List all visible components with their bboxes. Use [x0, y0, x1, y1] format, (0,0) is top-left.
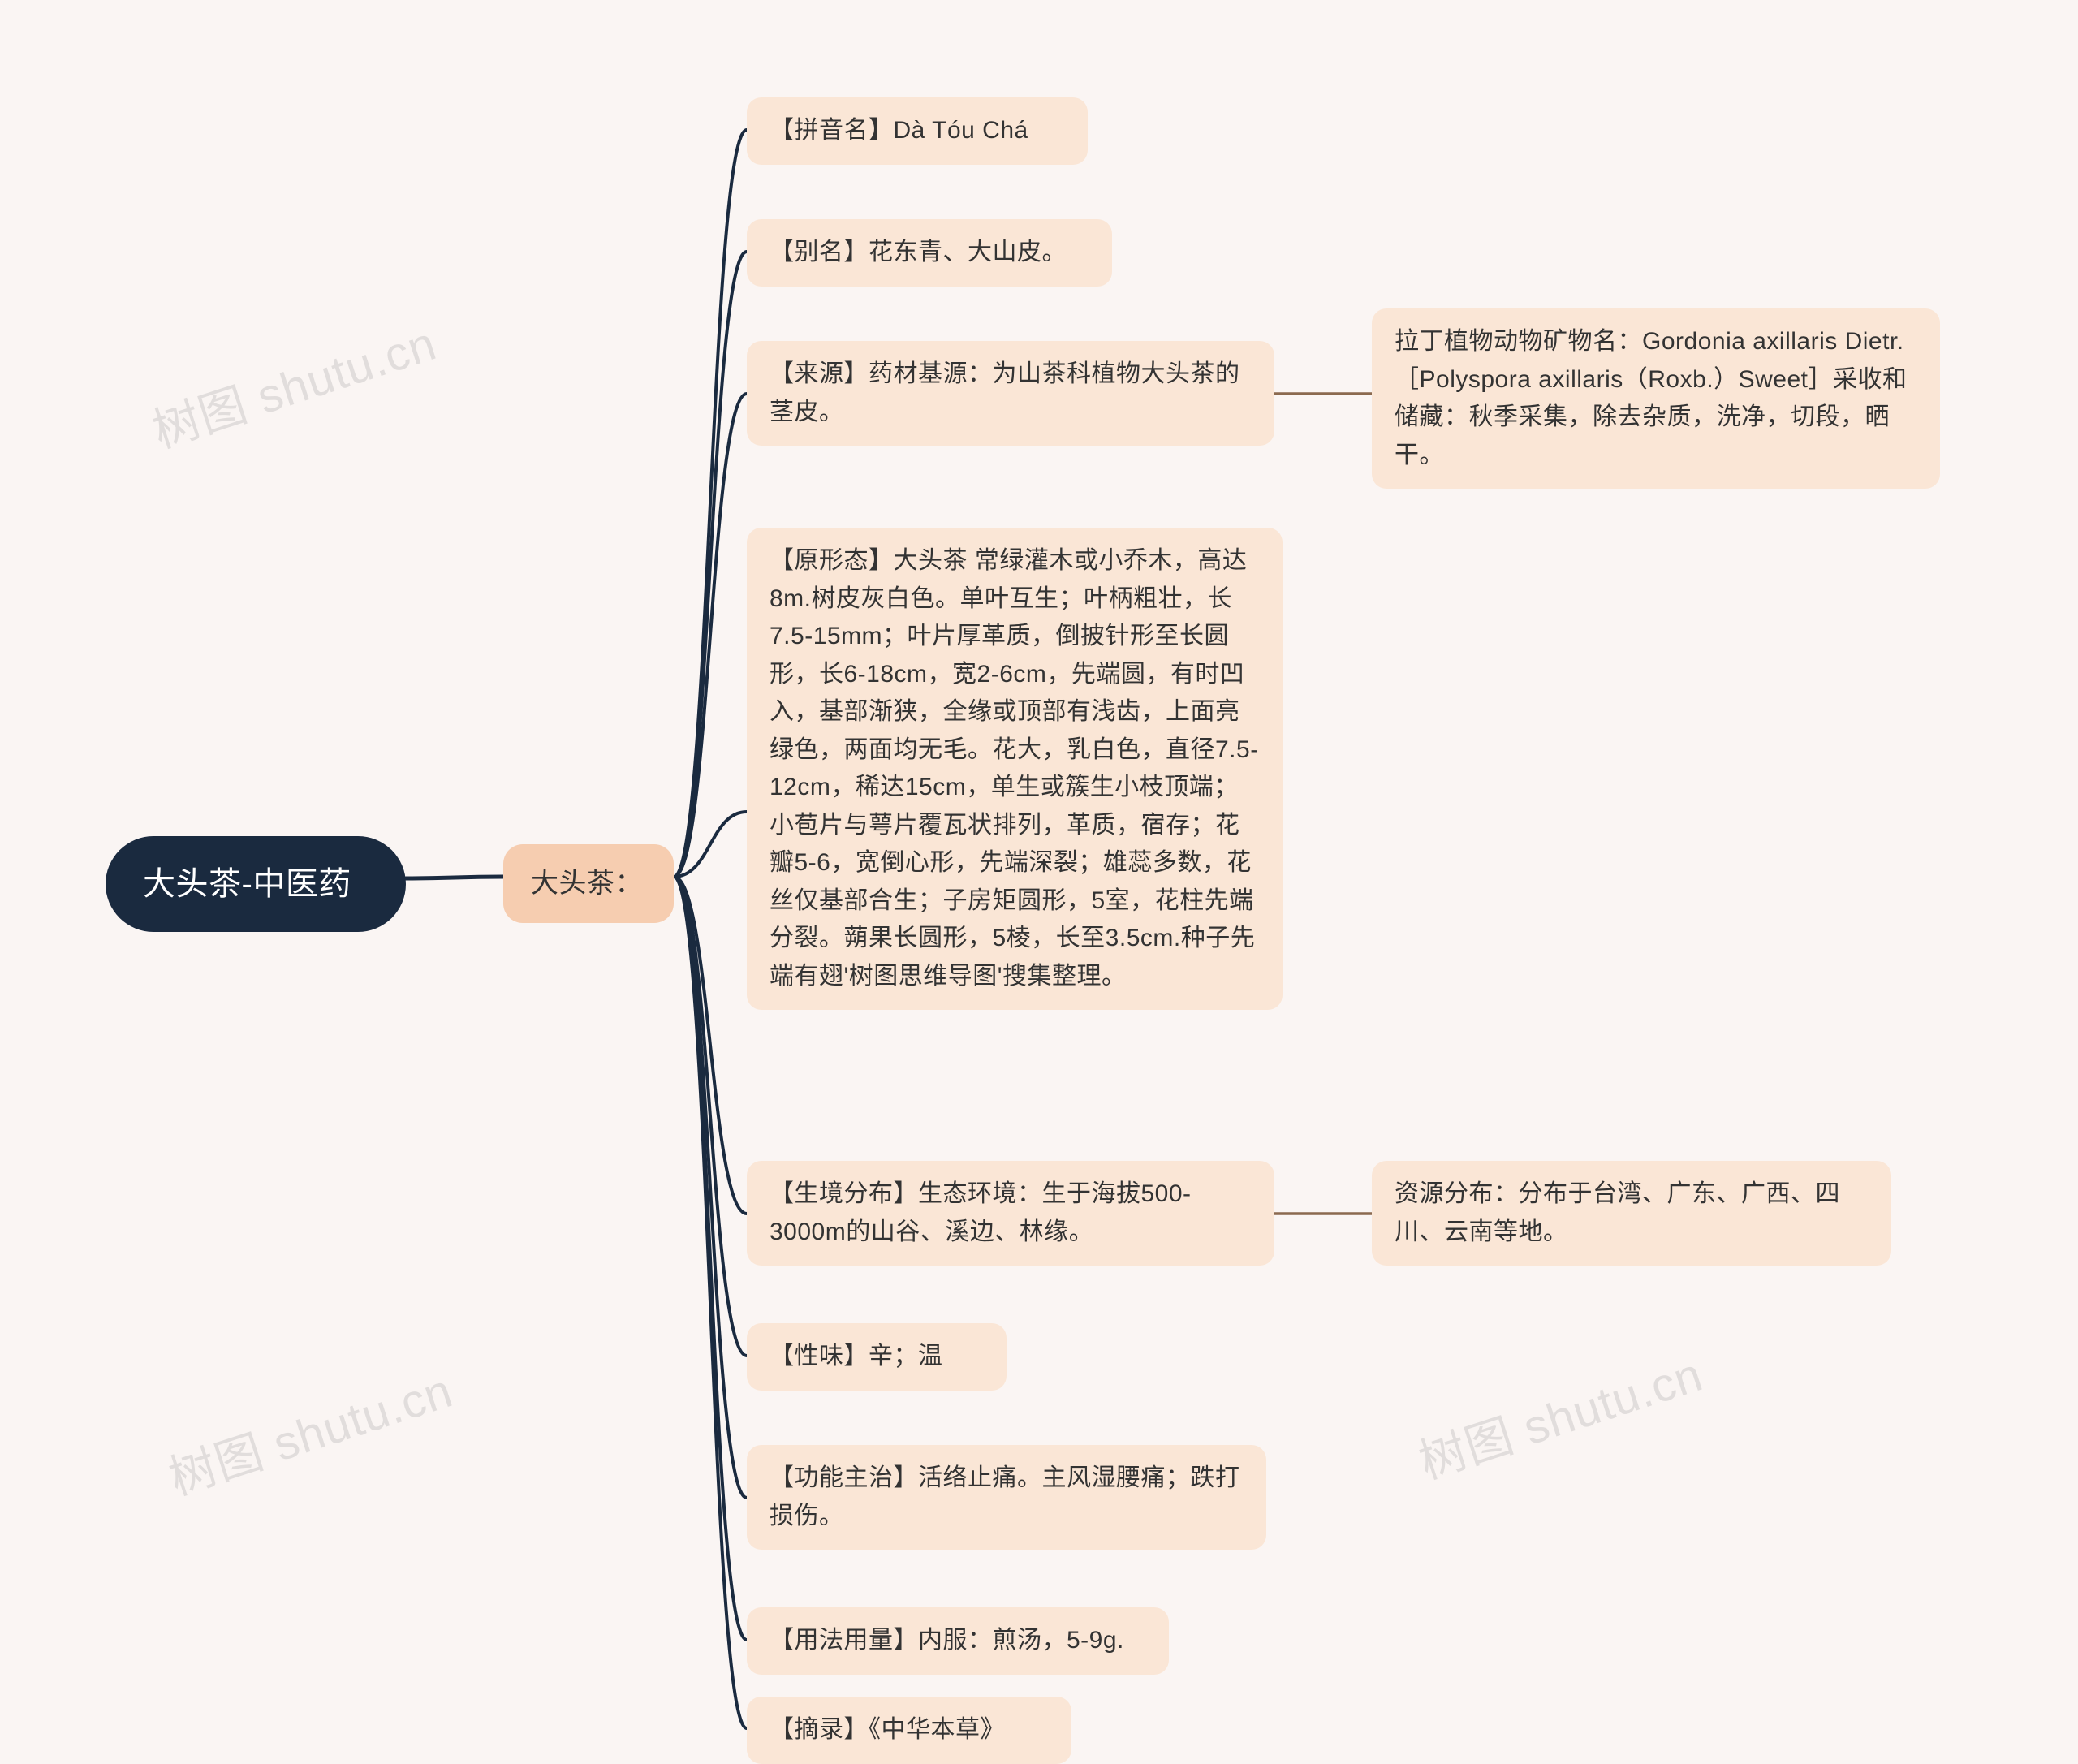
level2-node-xingwei[interactable]: 【性味】辛；温	[747, 1323, 1007, 1391]
level2-node-yuanxingtai[interactable]: 【原形态】大头茶 常绿灌木或小乔木，高达8m.树皮灰白色。单叶互生；叶柄粗壮，长…	[747, 528, 1283, 1010]
level2-node-yongfa[interactable]: 【用法用量】内服：煎汤，5-9g.	[747, 1607, 1169, 1675]
watermark: 树图 shutu.cn	[1409, 1336, 1710, 1492]
mindmap-canvas: 树图 shutu.cn 树图 shutu.cn 树图 shutu.cn 树图 s…	[0, 0, 2078, 1752]
level1-node[interactable]: 大头茶：	[503, 844, 674, 923]
level3-node-laiyuan-detail[interactable]: 拉丁植物动物矿物名：Gordonia axillaris Dietr.［Poly…	[1372, 308, 1940, 489]
level2-node-laiyuan[interactable]: 【来源】药材基源：为山茶科植物大头茶的茎皮。	[747, 341, 1274, 446]
level2-node-gongneng[interactable]: 【功能主治】活络止痛。主风湿腰痛；跌打损伤。	[747, 1445, 1266, 1550]
root-node[interactable]: 大头茶-中医药	[106, 836, 406, 932]
level2-node-zhailu[interactable]: 【摘录】《中华本草》	[747, 1697, 1071, 1764]
watermark: 树图 shutu.cn	[159, 1352, 460, 1508]
watermark: 树图 shutu.cn	[143, 305, 444, 461]
level3-node-ziyuan[interactable]: 资源分布：分布于台湾、广东、广西、四川、云南等地。	[1372, 1161, 1891, 1266]
level2-node-pinyin[interactable]: 【拼音名】Dà Tóu Chá	[747, 97, 1088, 165]
level2-node-bieming[interactable]: 【别名】花东青、大山皮。	[747, 219, 1112, 287]
level2-node-shengjing[interactable]: 【生境分布】生态环境：生于海拔500-3000m的山谷、溪边、林缘。	[747, 1161, 1274, 1266]
